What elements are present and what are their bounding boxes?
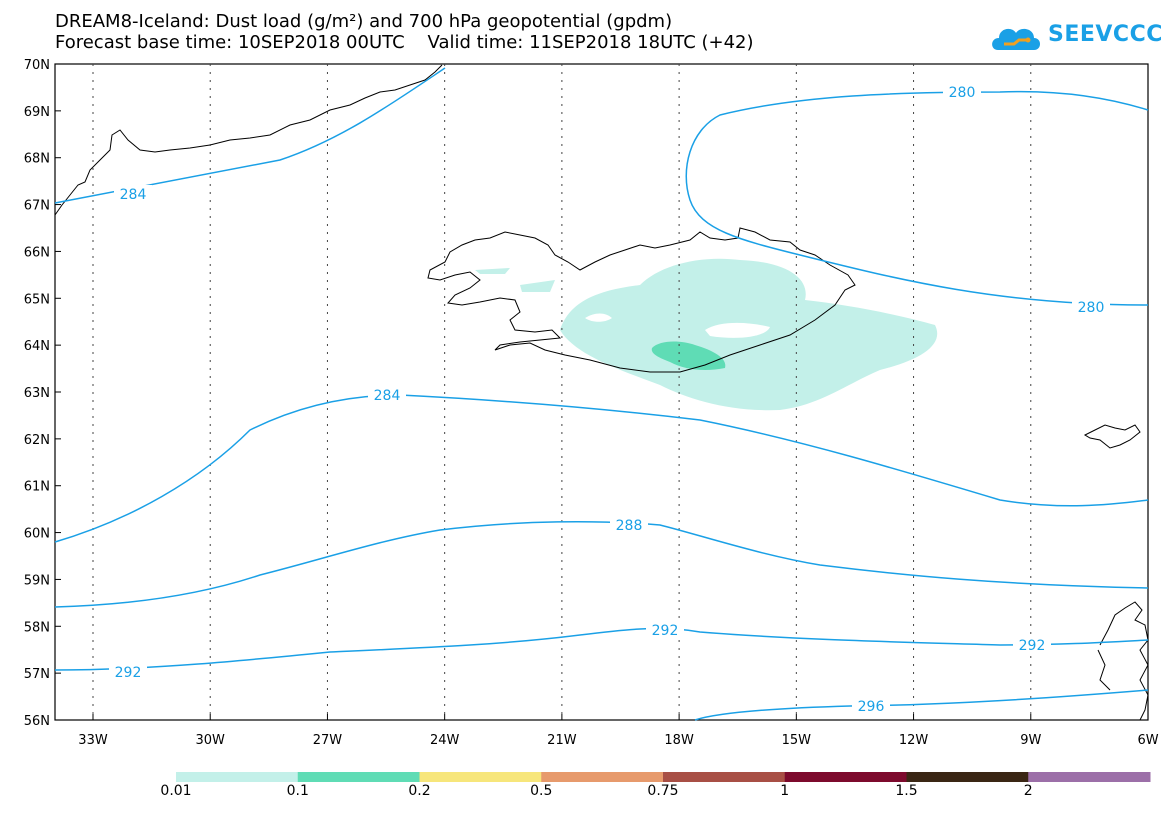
- colorbar-label: 0.5: [530, 783, 553, 799]
- contour-284-south: [54, 394, 1149, 543]
- colorbar-label: 1: [780, 783, 790, 799]
- contour-label: 292: [1019, 638, 1046, 654]
- colorbar-swatch: [419, 772, 542, 782]
- faroe-islands: [1083, 424, 1141, 449]
- longitude-label: 15W: [782, 733, 812, 748]
- contour-label: 284: [374, 388, 401, 404]
- dust-area-light-west2: [520, 280, 555, 292]
- colorbar-swatch: [1028, 772, 1151, 782]
- colorbar-label: 0.01: [160, 783, 192, 799]
- latitude-labels: 70N 69N 68N 67N 66N 65N 64N 63N 62N 61N 60N 59N 58N 5…: [24, 58, 61, 729]
- map-subtitle: Forecast base time: 10SEP2018 00UTC Vali…: [55, 32, 754, 53]
- contour-280: [685, 90, 1149, 306]
- map-frame: [54, 63, 1149, 721]
- colorbar: [176, 772, 1151, 782]
- iceland-coastline: [427, 227, 856, 373]
- latitude-label: 63N: [24, 386, 50, 401]
- longitude-label: 24W: [430, 733, 460, 748]
- contour-label: 280: [1078, 300, 1105, 316]
- longitude-label: 33W: [78, 733, 108, 748]
- contour-284-north: [54, 67, 446, 204]
- latitude-label: 59N: [24, 573, 50, 588]
- contour-label: 292: [652, 623, 679, 639]
- longitude-label: 27W: [313, 733, 343, 748]
- contour-label: 292: [115, 665, 142, 681]
- contour-label: 284: [120, 187, 147, 203]
- logo-text: SEEVCCC: [1048, 22, 1163, 47]
- cloud-logo-icon: [992, 28, 1040, 50]
- colorbar-label: 0.1: [286, 783, 309, 799]
- colorbar-swatch: [541, 772, 664, 782]
- contour-label: 288: [616, 518, 643, 534]
- latitude-label: 69N: [24, 105, 50, 120]
- longitude-label: 12W: [899, 733, 929, 748]
- contour-288: [54, 520, 1149, 608]
- longitude-label: 21W: [547, 733, 577, 748]
- graticule: [92, 64, 1032, 720]
- dust-area-gap: [705, 322, 770, 338]
- contour-labels: 284 280 280 284 288 292 292 296 292: [109, 83, 1110, 715]
- colorbar-label: 0.2: [408, 783, 431, 799]
- colorbar-swatch: [906, 772, 1029, 782]
- colorbar-label: 1.5: [895, 783, 918, 799]
- contour-292: [54, 627, 1149, 671]
- dust-area-medium: [651, 341, 726, 370]
- colorbar-swatch: [663, 772, 786, 782]
- scotland-coastline: [1097, 601, 1149, 721]
- latitude-label: 58N: [24, 620, 50, 635]
- longitude-labels: 33W 30W 27W 24W 21W 18W 15W 12W 9W 6W: [78, 714, 1159, 748]
- longitude-label: 6W: [1137, 733, 1158, 748]
- latitude-label: 56N: [24, 714, 50, 729]
- latitude-label: 62N: [24, 433, 50, 448]
- contour-label: 280: [949, 85, 976, 101]
- greenland-coastline: [54, 64, 443, 216]
- dust-area-light-west: [475, 268, 510, 274]
- latitude-label: 66N: [24, 245, 50, 260]
- colorbar-swatch: [297, 772, 420, 782]
- latitude-label: 70N: [24, 58, 50, 73]
- contour-label: 296: [858, 699, 885, 715]
- dust-area-gap2: [585, 313, 612, 322]
- colorbar-swatch: [784, 772, 907, 782]
- latitude-label: 67N: [24, 199, 50, 214]
- latitude-label: 65N: [24, 292, 50, 307]
- longitude-label: 9W: [1020, 733, 1041, 748]
- colorbar-label: 0.75: [647, 783, 679, 799]
- latitude-label: 57N: [24, 667, 50, 682]
- map-title: DREAM8-Iceland: Dust load (g/m²) and 700…: [55, 11, 673, 32]
- contour-296: [694, 689, 1149, 721]
- dust-load-shading: [475, 258, 938, 411]
- latitude-label: 68N: [24, 152, 50, 167]
- longitude-label: 18W: [664, 733, 694, 748]
- geopotential-contours: [54, 67, 1149, 721]
- latitude-label: 61N: [24, 480, 50, 495]
- longitude-label: 30W: [196, 733, 226, 748]
- latitude-label: 64N: [24, 339, 50, 354]
- latitude-label: 60N: [24, 527, 50, 542]
- colorbar-label: 2: [1023, 783, 1033, 799]
- colorbar-swatch: [176, 772, 299, 782]
